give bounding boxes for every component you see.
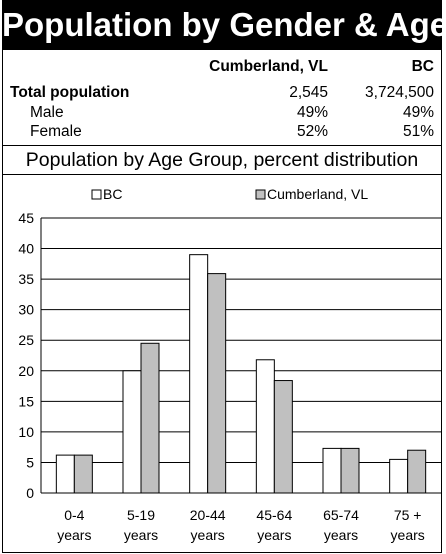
x-tick-label-units: years: [391, 527, 425, 543]
female-bc: 51%: [402, 123, 434, 140]
male-cumberland: 49%: [296, 104, 328, 121]
legend-label-0: BC: [103, 186, 122, 202]
y-tick-label: 40: [18, 241, 34, 257]
row-label-total-population: Total population: [10, 84, 130, 101]
bar-cumberland-vl-0: [73, 454, 93, 494]
legend-swatch-1: [255, 189, 266, 200]
x-tick-label-units: years: [57, 527, 91, 543]
chart-section-title: Population by Age Group, percent distrib…: [2, 145, 442, 175]
bar-cumberland-vl-3: [273, 380, 293, 494]
x-tick-label: 5-19: [127, 507, 155, 523]
bar-cumberland-vl-5: [407, 449, 427, 494]
col-header-bc: BC: [411, 58, 434, 75]
total-population-bc: 3,724,500: [365, 84, 434, 101]
y-tick-label: 35: [18, 271, 34, 287]
bar-cumberland-vl-2: [207, 273, 227, 494]
bar-cumberland-vl-4: [340, 447, 360, 494]
y-tick-label: 30: [18, 302, 34, 318]
y-tick-label: 20: [18, 363, 34, 379]
x-tick-label-units: years: [124, 527, 158, 543]
y-tick-label: 10: [18, 424, 34, 440]
y-tick-label: 25: [18, 332, 34, 348]
row-label-male: Male: [30, 104, 64, 121]
female-cumberland: 52%: [296, 123, 328, 140]
x-tick-label: 0-4: [64, 507, 84, 523]
x-tick-label: 75 +: [394, 507, 422, 523]
x-tick-label-units: years: [191, 527, 225, 543]
bar-bc-1: [122, 370, 142, 494]
x-tick-label-units: years: [324, 527, 358, 543]
y-tick-label: 45: [18, 210, 34, 226]
col-header-cumberland: Cumberland, VL: [209, 58, 328, 75]
bar-bc-4: [322, 447, 342, 494]
y-tick-label: 15: [18, 393, 34, 409]
male-bc: 49%: [402, 104, 434, 121]
legend-swatch-0: [91, 189, 102, 200]
y-tick-label: 5: [26, 454, 34, 470]
bar-bc-2: [189, 254, 209, 494]
x-tick-label: 65-74: [323, 507, 359, 523]
row-label-female: Female: [30, 123, 82, 140]
page-title: Population by Gender & Age: [2, 0, 446, 50]
bar-cumberland-vl-1: [140, 342, 160, 494]
x-tick-label: 45-64: [256, 507, 292, 523]
bar-bc-3: [255, 359, 275, 494]
x-tick-label: 20-44: [190, 507, 226, 523]
y-tick-label: 0: [26, 485, 34, 501]
total-population-cumberland: 2,545: [289, 84, 328, 101]
x-tick-label-units: years: [257, 527, 291, 543]
legend-label-1: Cumberland, VL: [267, 186, 368, 202]
bar-bc-0: [55, 454, 75, 494]
bar-bc-5: [389, 458, 409, 494]
